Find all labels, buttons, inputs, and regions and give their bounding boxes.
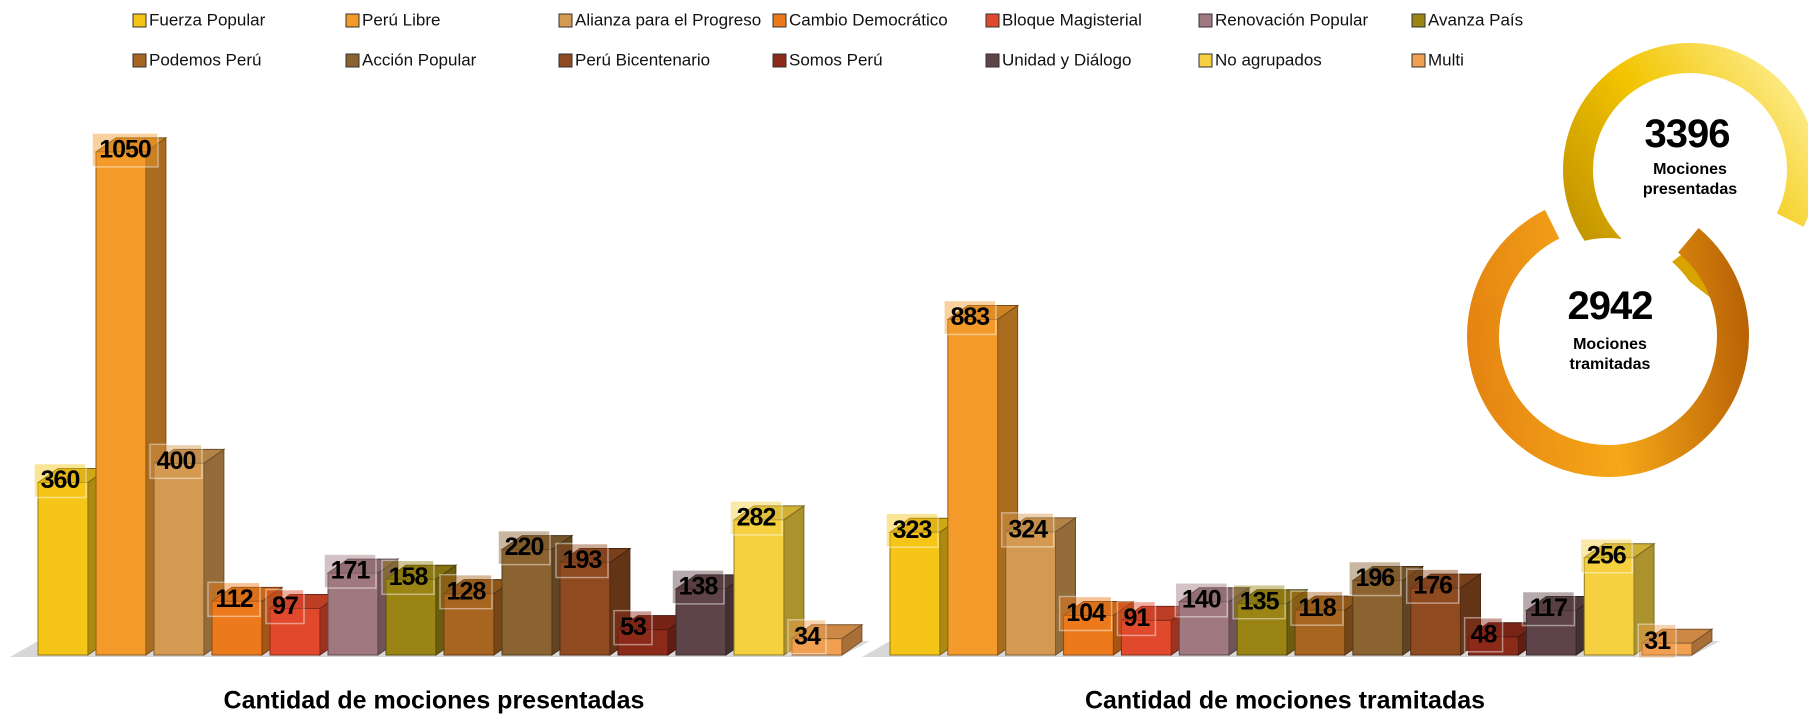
legend-label: Acción Popular [362, 50, 477, 69]
legend-swatch [1412, 14, 1425, 27]
legend-swatch [986, 14, 999, 27]
value-label: 48 [1471, 620, 1498, 648]
legend-label: Renovación Popular [1215, 10, 1368, 29]
value-label: 883 [950, 303, 989, 331]
value-label: 128 [447, 577, 487, 605]
legend-swatch [773, 54, 786, 67]
plot-layer: Fuerza Popular Perú Libre Alianza para el … [10, 10, 1720, 714]
summary-value: 3396 [1622, 112, 1752, 157]
bar [38, 483, 88, 655]
bar [734, 520, 784, 655]
value-label: 34 [794, 622, 821, 650]
chart: Fuerza Popular Perú Libre Alianza para el … [0, 0, 1808, 718]
bar [154, 463, 204, 655]
value-label: 1050 [99, 136, 151, 164]
value-label: 112 [215, 585, 252, 613]
bar [948, 319, 998, 655]
legend-swatch [346, 14, 359, 27]
legend-swatch [986, 54, 999, 67]
legend-label: Perú Libre [362, 10, 440, 29]
bar [1006, 532, 1056, 655]
bar [96, 152, 146, 655]
bar [890, 532, 940, 655]
legend-swatch [559, 54, 572, 67]
legend-label: Avanza País [1428, 10, 1523, 29]
value-label: 117 [1530, 594, 1567, 622]
value-label: 324 [1008, 515, 1048, 543]
chart-title: Cantidad de mociones tramitadas [1085, 687, 1485, 715]
value-label: 400 [157, 447, 196, 475]
page: Fuerza Popular Perú Libre Alianza para el … [0, 0, 1808, 718]
legend-swatch [133, 14, 146, 27]
value-label: 220 [505, 533, 544, 561]
value-label: 282 [737, 503, 776, 531]
legend-label: Bloque Magisterial [1002, 10, 1142, 29]
legend-label: Cambio Democrático [789, 10, 948, 29]
legend-swatch [1412, 54, 1425, 67]
legend-swatch [559, 14, 572, 27]
legend-label: Alianza para el Progreso [575, 10, 761, 29]
value-label: 323 [893, 516, 932, 544]
legend-swatch [1199, 14, 1212, 27]
value-label: 91 [1124, 604, 1151, 632]
value-label: 135 [1240, 587, 1280, 615]
summary-label: Mociones tramitadas [1555, 335, 1665, 375]
legend-swatch [133, 54, 146, 67]
value-label: 118 [1298, 594, 1336, 622]
legend-swatch [773, 14, 786, 27]
value-label: 158 [389, 563, 429, 591]
legend-label: Unidad y Diálogo [1002, 50, 1131, 69]
chart-title: Cantidad de mociones presentadas [224, 687, 645, 715]
summary-value: 2942 [1545, 284, 1675, 329]
legend-swatch [346, 54, 359, 67]
legend-label: Podemos Perú [149, 50, 261, 69]
value-label: 193 [563, 546, 602, 574]
legend-label: Fuerza Popular [149, 10, 266, 29]
value-label: 171 [331, 557, 371, 585]
legend-swatch [1199, 54, 1212, 67]
value-label: 138 [679, 572, 719, 600]
value-label: 256 [1587, 541, 1626, 569]
legend-label: Somos Perú [789, 50, 883, 69]
value-label: 97 [272, 592, 298, 620]
value-label: 104 [1066, 599, 1106, 627]
summary-label: Mociones presentadas [1635, 160, 1745, 200]
value-label: 31 [1644, 627, 1671, 655]
bar [502, 550, 552, 655]
value-label: 140 [1182, 585, 1221, 613]
value-label: 196 [1355, 564, 1394, 592]
legend-label: Perú Bicentenario [575, 50, 710, 69]
value-label: 176 [1413, 572, 1452, 600]
value-label: 53 [620, 613, 646, 641]
legend-label: Multi [1428, 50, 1464, 69]
legend-label: No agrupados [1215, 50, 1322, 69]
value-label: 360 [41, 466, 80, 494]
